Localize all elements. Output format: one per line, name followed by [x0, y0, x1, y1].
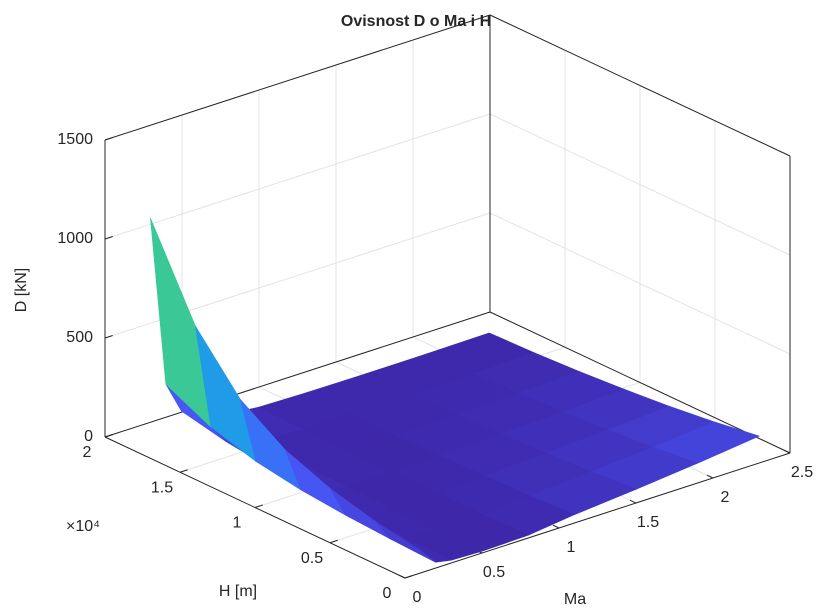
y-tick-label: 0.5: [301, 550, 323, 567]
x-tick-label: 2: [721, 489, 730, 506]
z-axis-label: D [kN]: [13, 268, 30, 312]
y-tick: [404, 575, 413, 579]
surface: [150, 217, 761, 563]
x-tick-label: 2.5: [791, 464, 813, 481]
y-multiplier: ×10⁴: [66, 518, 100, 535]
z-tick-label: 1000: [57, 230, 93, 247]
x-tick: [552, 524, 560, 529]
box-edge: [489, 311, 791, 454]
chart-title: Ovisnost D o Ma i H: [341, 13, 491, 30]
z-tick-label: 500: [66, 329, 93, 346]
surface-patch: [375, 521, 436, 563]
grid-line: [104, 113, 491, 240]
z-tick: [104, 434, 113, 438]
x-tick-label: 0.5: [483, 564, 505, 581]
z-tick-label: 0: [84, 428, 93, 445]
x-tick-label: 0: [413, 589, 422, 606]
axes-box: [104, 14, 791, 579]
y-tick-label: 2: [83, 444, 92, 461]
grid-line: [489, 113, 791, 256]
x-tick: [398, 574, 406, 579]
box-edge: [104, 311, 491, 438]
y-tick-label: 1.5: [151, 479, 173, 496]
x-tick: [629, 499, 637, 504]
box-edge: [489, 14, 791, 157]
box-edge: [104, 14, 491, 141]
x-tick: [706, 474, 714, 479]
box-edge: [404, 452, 791, 579]
y-tick: [329, 539, 338, 544]
x-tick-label: 1.5: [637, 514, 659, 531]
x-tick-label: 1: [567, 539, 576, 556]
y-tick: [254, 504, 263, 508]
z-tick: [104, 236, 113, 240]
z-tick-label: 1500: [57, 131, 93, 148]
y-axis-label: H [m]: [219, 583, 257, 600]
z-tick: [104, 335, 113, 339]
y-tick-label: 1: [233, 515, 242, 532]
y-tick-label: 0: [383, 585, 392, 602]
x-tick: [783, 449, 791, 454]
x-axis-label: Ma: [564, 591, 586, 608]
y-tick: [179, 469, 188, 473]
grid-line: [489, 212, 791, 355]
z-tick: [104, 137, 113, 141]
